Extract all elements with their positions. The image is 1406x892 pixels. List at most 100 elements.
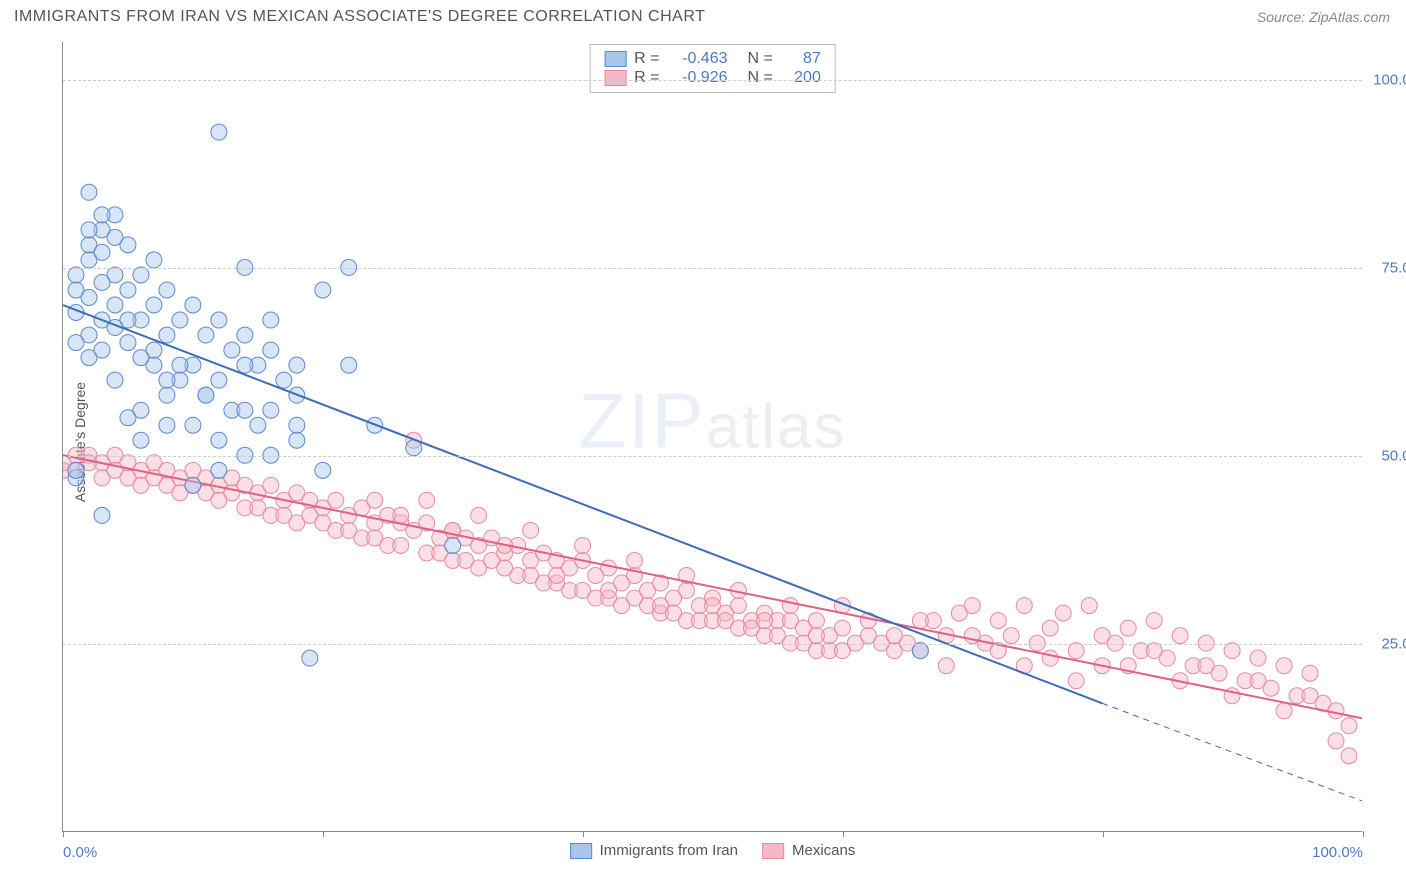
scatter-point — [1198, 658, 1214, 674]
scatter-point — [1016, 598, 1032, 614]
y-tick-label: 50.0% — [1381, 447, 1406, 464]
gridline — [63, 644, 1362, 645]
legend-n-label: N = — [748, 50, 773, 68]
scatter-point — [185, 297, 201, 313]
scatter-point — [198, 387, 214, 403]
legend-n-label: N = — [748, 69, 773, 87]
scatter-point — [211, 372, 227, 388]
x-tick-mark — [1363, 831, 1364, 837]
scatter-point — [1068, 673, 1084, 689]
scatter-point — [1224, 643, 1240, 659]
scatter-point — [393, 507, 409, 523]
legend-r-label: R = — [634, 50, 659, 68]
regression-line-extrapolated — [1102, 703, 1362, 801]
scatter-point — [289, 432, 305, 448]
scatter-point — [1302, 688, 1318, 704]
scatter-point — [679, 583, 695, 599]
scatter-point — [81, 222, 97, 238]
scatter-point — [159, 417, 175, 433]
scatter-point — [159, 327, 175, 343]
scatter-point — [120, 335, 136, 351]
legend-bottom-item: Mexicans — [762, 842, 855, 859]
legend-bottom-item: Immigrants from Iran — [570, 842, 738, 859]
scatter-point — [211, 432, 227, 448]
scatter-point — [341, 357, 357, 373]
scatter-point — [185, 417, 201, 433]
y-tick-label: 75.0% — [1381, 259, 1406, 276]
scatter-point — [367, 492, 383, 508]
scatter-point — [549, 568, 565, 584]
x-tick-mark — [583, 831, 584, 837]
scatter-point — [1042, 650, 1058, 666]
scatter-point — [1146, 613, 1162, 629]
scatter-point — [211, 312, 227, 328]
scatter-point — [276, 372, 292, 388]
scatter-point — [1341, 718, 1357, 734]
scatter-point — [419, 492, 435, 508]
scatter-point — [172, 312, 188, 328]
scatter-point — [1276, 658, 1292, 674]
scatter-point — [575, 537, 591, 553]
scatter-point — [263, 402, 279, 418]
scatter-point — [1172, 628, 1188, 644]
scatter-point — [81, 184, 97, 200]
scatter-point — [1328, 703, 1344, 719]
scatter-point — [471, 507, 487, 523]
scatter-point — [730, 598, 746, 614]
x-tick-mark — [843, 831, 844, 837]
scatter-point — [133, 432, 149, 448]
legend-series-label: Mexicans — [792, 842, 855, 859]
scatter-point — [107, 372, 123, 388]
scatter-point — [1328, 733, 1344, 749]
scatter-point — [601, 583, 617, 599]
scatter-point — [1003, 628, 1019, 644]
scatter-point — [523, 522, 539, 538]
scatter-point — [627, 552, 643, 568]
scatter-point — [1055, 605, 1071, 621]
legend-row: R =-0.926N =200 — [604, 69, 821, 87]
scatter-point — [263, 342, 279, 358]
scatter-point — [886, 628, 902, 644]
scatter-point — [94, 207, 110, 223]
scatter-point — [289, 417, 305, 433]
scatter-point — [1146, 643, 1162, 659]
scatter-point — [159, 372, 175, 388]
scatter-point — [68, 462, 84, 478]
scatter-point — [263, 477, 279, 493]
legend-r-value: -0.926 — [668, 69, 728, 87]
scatter-point — [302, 650, 318, 666]
scatter-point — [146, 252, 162, 268]
scatter-point — [68, 267, 84, 283]
series-legend: Immigrants from Iran Mexicans — [570, 842, 856, 859]
scatter-point — [237, 357, 253, 373]
scatter-point — [1302, 665, 1318, 681]
scatter-point — [964, 598, 980, 614]
scatter-point — [653, 598, 669, 614]
scatter-point — [756, 613, 772, 629]
scatter-point — [250, 417, 266, 433]
scatter-point — [938, 658, 954, 674]
scatter-point — [68, 335, 84, 351]
scatter-point — [289, 357, 305, 373]
legend-swatch — [604, 70, 626, 86]
scatter-point — [94, 244, 110, 260]
scatter-point — [133, 402, 149, 418]
scatter-point — [81, 289, 97, 305]
scatter-point — [133, 350, 149, 366]
scatter-point — [393, 537, 409, 553]
scatter-point — [601, 560, 617, 576]
legend-series-label: Immigrants from Iran — [600, 842, 738, 859]
scatter-point — [912, 643, 928, 659]
plot-area: ZIPatlas R =-0.463N =87R =-0.926N =200 I… — [62, 42, 1362, 832]
x-tick-label: 0.0% — [63, 844, 97, 861]
scatter-point — [198, 327, 214, 343]
x-tick-mark — [63, 831, 64, 837]
scatter-point — [782, 598, 798, 614]
scatter-point — [834, 620, 850, 636]
scatter-point — [146, 297, 162, 313]
scatter-point — [1068, 643, 1084, 659]
gridline — [63, 456, 1362, 457]
scatter-point — [107, 297, 123, 313]
scatter-point — [172, 357, 188, 373]
y-tick-label: 100.0% — [1373, 71, 1406, 88]
